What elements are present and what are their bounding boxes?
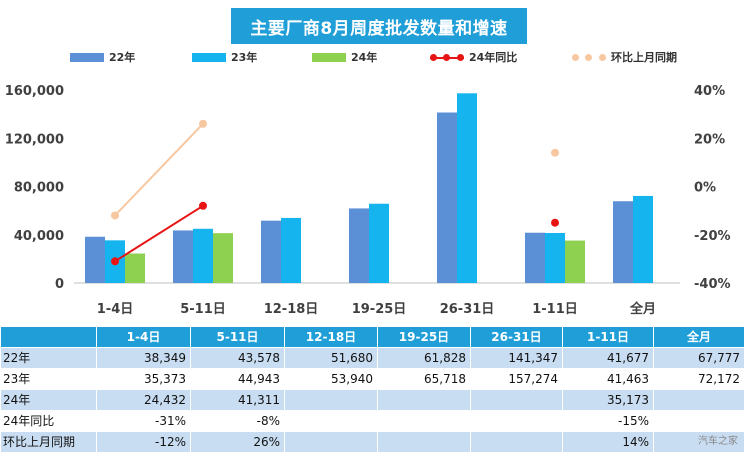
y-right-tick-label: -20% bbox=[694, 229, 731, 244]
table-cell bbox=[378, 432, 471, 453]
bar-3 bbox=[565, 241, 585, 283]
x-tick-label: 26-31日 bbox=[440, 302, 495, 317]
table-cell bbox=[471, 390, 563, 411]
table-cell bbox=[471, 432, 563, 453]
x-tick-label: 12-18日 bbox=[264, 302, 319, 317]
point-mom bbox=[199, 120, 207, 128]
table-cell: 35,173 bbox=[563, 390, 654, 411]
table-row: 23年 35,373 44,943 53,940 65,718 157,274 … bbox=[1, 369, 744, 390]
table-cell bbox=[471, 411, 563, 432]
table-cell: 35,373 bbox=[97, 369, 191, 390]
table-cell: 53,940 bbox=[285, 369, 378, 390]
table-cell: -31% bbox=[97, 411, 191, 432]
table-cell: 43,578 bbox=[191, 348, 285, 369]
table-row-label: 环比上月同期 bbox=[1, 432, 97, 453]
table-header-cell: 12-18日 bbox=[285, 327, 378, 348]
line-mom bbox=[115, 124, 203, 216]
x-tick-label: 5-11日 bbox=[180, 302, 226, 317]
table-cell bbox=[378, 390, 471, 411]
table-cell: -15% bbox=[563, 411, 654, 432]
y-right-tick-label: -40% bbox=[694, 277, 731, 292]
table-header-cell: 全月 bbox=[654, 327, 744, 348]
y-left-tick-label: 40,000 bbox=[14, 229, 64, 244]
table-cell: 41,311 bbox=[191, 390, 285, 411]
table-header-cell: 1-4日 bbox=[97, 327, 191, 348]
table-cell bbox=[654, 390, 744, 411]
table-header-cell: 5-11日 bbox=[191, 327, 285, 348]
table-header-cell: 1-11日 bbox=[563, 327, 654, 348]
y-right-tick-label: 20% bbox=[694, 132, 725, 147]
table-cell: 44,943 bbox=[191, 369, 285, 390]
y-left-tick-label: 160,000 bbox=[5, 84, 64, 99]
bar-1 bbox=[525, 233, 545, 283]
table-cell bbox=[285, 390, 378, 411]
watermark: 汽车之家 bbox=[698, 432, 738, 447]
x-tick-label: 1-4日 bbox=[97, 302, 134, 317]
y-left-tick-label: 0 bbox=[55, 277, 64, 292]
table-cell bbox=[285, 432, 378, 453]
bar-1 bbox=[437, 113, 457, 283]
table-cell: -8% bbox=[191, 411, 285, 432]
x-tick-label: 19-25日 bbox=[352, 302, 407, 317]
table-header-cell: 26-31日 bbox=[471, 327, 563, 348]
table-row: 24年 24,432 41,311 35,173 bbox=[1, 390, 744, 411]
table-cell: 24,432 bbox=[97, 390, 191, 411]
table-cell: -12% bbox=[97, 432, 191, 453]
table-cell: 65,718 bbox=[378, 369, 471, 390]
table-cell bbox=[285, 411, 378, 432]
x-tick-label: 全月 bbox=[629, 301, 656, 317]
table-row: 24年同比 -31% -8% -15% bbox=[1, 411, 744, 432]
bar-2 bbox=[633, 196, 653, 283]
data-table: 1-4日 5-11日 12-18日 19-25日 26-31日 1-11日 全月… bbox=[0, 326, 744, 453]
table-cell: 38,349 bbox=[97, 348, 191, 369]
table-cell: 14% bbox=[563, 432, 654, 453]
table-cell: 51,680 bbox=[285, 348, 378, 369]
bar-1 bbox=[173, 230, 193, 283]
table-cell: 67,777 bbox=[654, 348, 744, 369]
y-right-tick-label: 0% bbox=[694, 181, 716, 196]
x-tick-label: 1-11日 bbox=[532, 302, 578, 317]
bar-2 bbox=[281, 218, 301, 283]
y-left-tick-label: 120,000 bbox=[5, 132, 64, 147]
bar-3 bbox=[125, 254, 145, 283]
bar-2 bbox=[545, 233, 565, 283]
table-row-label: 23年 bbox=[1, 369, 97, 390]
table-cell: 26% bbox=[191, 432, 285, 453]
bar-2 bbox=[193, 229, 213, 283]
point-yoy bbox=[551, 219, 559, 227]
bar-2 bbox=[369, 204, 389, 283]
table-cell bbox=[654, 411, 744, 432]
table-row-label: 22年 bbox=[1, 348, 97, 369]
bar-2 bbox=[457, 93, 477, 283]
table-header-row: 1-4日 5-11日 12-18日 19-25日 26-31日 1-11日 全月 bbox=[1, 327, 744, 348]
chart-plot: 0 40,000 80,000 120,000 160,000 -40% -20% 0% 20%… bbox=[0, 0, 744, 326]
table-cell: 141,347 bbox=[471, 348, 563, 369]
point-yoy bbox=[111, 257, 119, 265]
table-cell: 41,463 bbox=[563, 369, 654, 390]
point-yoy bbox=[199, 202, 207, 210]
table-row-label: 24年同比 bbox=[1, 411, 97, 432]
table-row: 环比上月同期 -12% 26% 14% bbox=[1, 432, 744, 453]
table-cell: 157,274 bbox=[471, 369, 563, 390]
table-header-cell bbox=[1, 327, 97, 348]
table-header-cell: 19-25日 bbox=[378, 327, 471, 348]
y-left-tick-label: 80,000 bbox=[14, 181, 64, 196]
bar-1 bbox=[613, 201, 633, 283]
table-cell bbox=[378, 411, 471, 432]
chart-area: 主要厂商8月周度批发数量和增速 22年 23年 24年 24年同比 bbox=[0, 0, 744, 326]
table-cell: 41,677 bbox=[563, 348, 654, 369]
y-right-tick-label: 40% bbox=[694, 84, 725, 99]
bar-1 bbox=[261, 221, 281, 283]
table-cell: 61,828 bbox=[378, 348, 471, 369]
table-row-label: 24年 bbox=[1, 390, 97, 411]
table-row: 22年 38,349 43,578 51,680 61,828 141,347 … bbox=[1, 348, 744, 369]
point-mom bbox=[551, 149, 559, 157]
bar-3 bbox=[213, 233, 233, 283]
bar-1 bbox=[85, 237, 105, 283]
table-cell: 72,172 bbox=[654, 369, 744, 390]
point-mom bbox=[111, 211, 119, 219]
bar-1 bbox=[349, 208, 369, 283]
